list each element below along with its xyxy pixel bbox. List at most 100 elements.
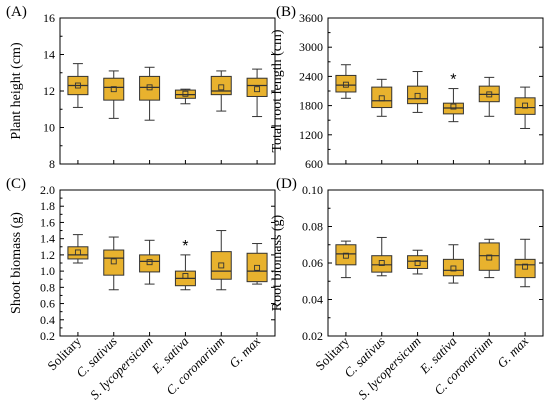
y-axis-title: Shoot biomass (g) <box>9 212 24 314</box>
box-1 <box>335 64 357 99</box>
box-2 <box>371 78 393 117</box>
mean-marker <box>74 249 81 256</box>
box-5 <box>478 76 500 117</box>
y-tick-label: 1.0 <box>40 264 55 278</box>
box-iqr <box>442 258 464 277</box>
box-3 <box>407 71 429 113</box>
box-iqr <box>478 242 500 271</box>
box-5 <box>478 238 500 279</box>
y-tick-label: 1.4 <box>40 232 55 246</box>
box-iqr <box>139 254 161 273</box>
mean-marker <box>342 252 349 259</box>
significance-mark: * <box>182 238 188 255</box>
y-tick-label: 1800 <box>299 99 323 113</box>
box-4: * <box>174 238 196 291</box>
box-iqr <box>371 255 393 273</box>
box-iqr <box>335 74 357 93</box>
mean-marker <box>218 84 225 91</box>
y-tick-label: 0.04 <box>302 293 323 307</box>
mean-marker <box>218 262 225 269</box>
box-2 <box>103 70 125 119</box>
mean-marker <box>110 258 117 265</box>
box-1 <box>67 234 89 264</box>
y-tick-label: 0.08 <box>302 220 323 234</box>
mean-marker <box>450 103 457 110</box>
mean-marker <box>182 273 189 279</box>
y-tick-label: 0.06 <box>302 256 323 270</box>
box-6 <box>514 238 536 288</box>
panel-3: (C) 0.2 0.4 0.6 0.8 1.0 1.2 1.4 1.6 1.8 2.0 Shoot b… <box>6 176 276 402</box>
category-label: G. max <box>494 333 531 370</box>
significance-mark: * <box>450 72 456 89</box>
box-5 <box>210 70 232 112</box>
box-1 <box>335 240 357 279</box>
box-iqr <box>210 75 232 96</box>
panel-label: (D) <box>276 176 297 192</box>
box-4 <box>442 244 464 284</box>
box-iqr <box>371 86 393 109</box>
y-tick-label: 1.6 <box>40 215 55 229</box>
y-axis-title: Root biomass (g) <box>270 214 285 311</box>
box-3 <box>139 66 161 121</box>
y-tick-label: 12 <box>43 84 55 98</box>
plot-frame <box>59 189 276 337</box>
y-tick-label: 1.2 <box>40 248 55 262</box>
mean-marker <box>450 265 457 272</box>
box-4: * <box>442 72 464 123</box>
y-tick-label: 0.6 <box>40 297 55 311</box>
mean-marker <box>414 260 421 266</box>
plot-frame <box>327 17 544 165</box>
y-tick-label: 0.10 <box>302 183 323 197</box>
y-tick-label: 0.2 <box>40 329 55 343</box>
mean-marker <box>182 90 189 97</box>
box-3 <box>139 239 161 285</box>
panel-4: (D) 0.02 0.04 0.06 0.08 0.10 Root biomass (g) S… <box>270 176 544 403</box>
panel-1: (A) 8 10 12 14 16 Plant height (cm) <box>6 4 276 171</box>
y-tick-label: 0.8 <box>40 280 55 294</box>
mean-marker <box>522 263 529 270</box>
box-iqr <box>67 246 89 260</box>
y-tick-label: 2400 <box>299 69 323 83</box>
mean-marker <box>146 84 153 91</box>
y-tick-label: 10 <box>43 121 55 135</box>
y-axis-title: Plant height (cm) <box>9 42 24 140</box>
box-iqr <box>139 75 161 101</box>
mean-marker <box>414 92 421 99</box>
box-1 <box>67 63 89 108</box>
y-tick-label: 600 <box>305 157 323 171</box>
box-iqr <box>246 77 268 97</box>
panel-label: (C) <box>6 176 26 192</box>
mean-marker <box>486 254 493 261</box>
category-label: S. lycopersicum <box>355 334 424 403</box>
mean-marker <box>146 259 153 266</box>
mean-marker <box>486 91 493 98</box>
y-tick-label: 3000 <box>299 40 323 54</box>
y-tick-label: 0.02 <box>302 329 323 343</box>
y-tick-label: 0.4 <box>40 313 55 327</box>
box-iqr <box>514 97 536 115</box>
box-iqr <box>246 252 268 283</box>
y-tick-label: 16 <box>43 11 55 25</box>
mean-marker <box>378 260 385 266</box>
y-tick-label: 1200 <box>299 128 323 142</box>
box-iqr <box>210 251 232 280</box>
box-iqr <box>514 258 536 279</box>
box-3 <box>407 249 429 275</box>
mean-marker <box>342 81 349 88</box>
box-2 <box>103 236 125 291</box>
y-tick-label: 2.0 <box>40 183 55 197</box>
panel-label: (A) <box>6 4 27 20</box>
box-iqr <box>407 255 429 269</box>
box-iqr <box>103 249 125 276</box>
mean-marker <box>110 86 117 93</box>
category-label: G. max <box>226 333 263 370</box>
panel-label: (B) <box>276 4 296 20</box>
mean-marker <box>254 86 261 93</box>
plot-frame <box>327 189 544 337</box>
y-tick-label: 8 <box>49 157 55 171</box>
mean-marker <box>378 95 385 102</box>
box-6 <box>246 243 268 285</box>
box-iqr <box>103 77 125 101</box>
box-iqr <box>407 85 429 105</box>
panel-2: (B) 600 1200 1800 2400 3000 3600 Total root len… <box>270 4 544 171</box>
